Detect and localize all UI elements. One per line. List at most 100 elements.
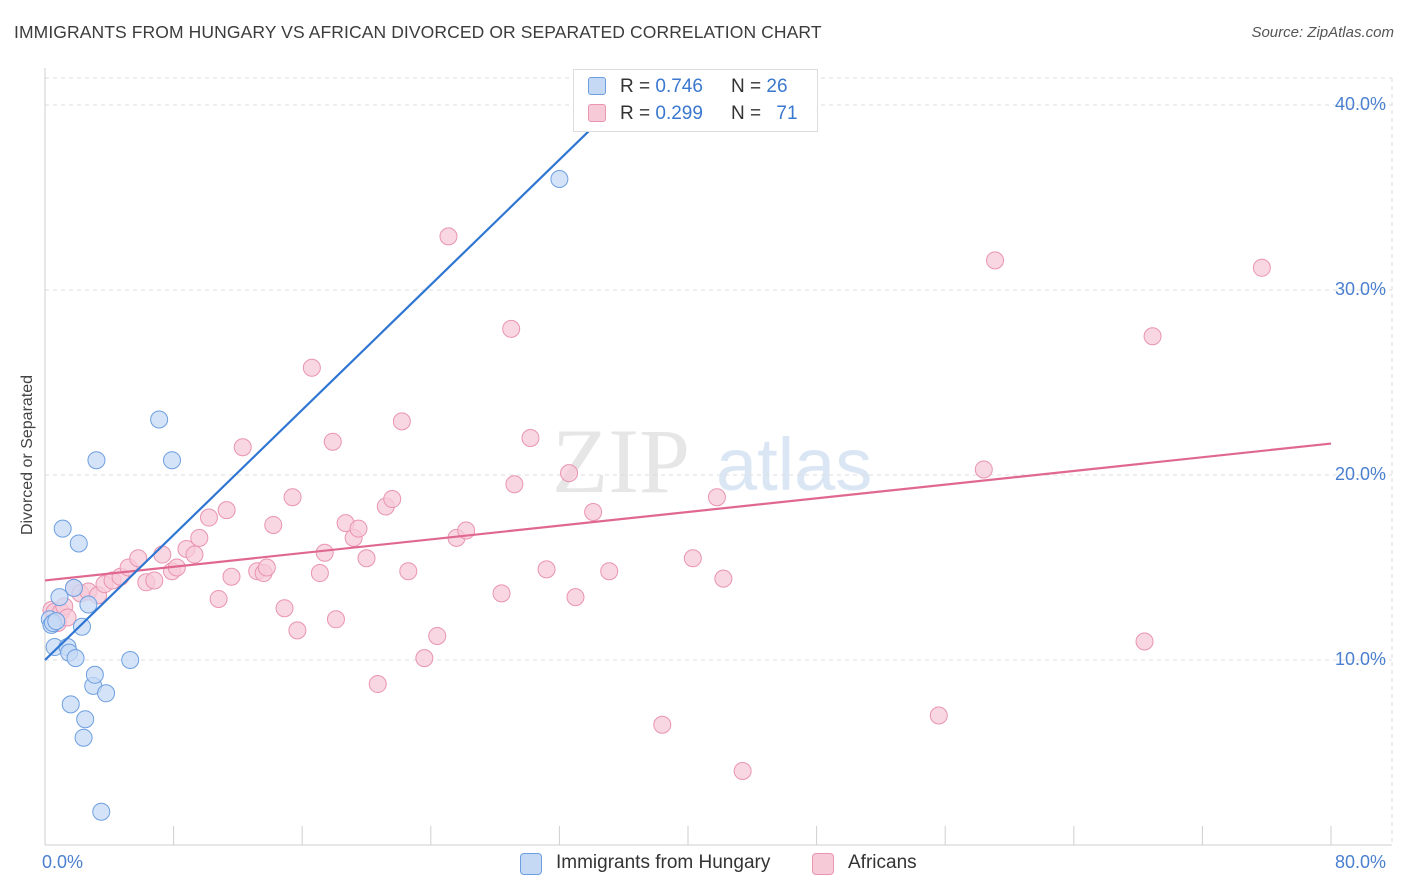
- legend-r-label-africans: R =: [620, 103, 651, 124]
- watermark-atlas: atlas: [716, 423, 872, 506]
- africans-point-59: [560, 464, 579, 483]
- africans-point-44: [368, 675, 387, 694]
- africans-point-47: [392, 412, 411, 431]
- africans-point-56: [505, 475, 524, 494]
- africans-point-71: [1135, 632, 1154, 651]
- africans-point-68: [929, 706, 948, 725]
- africans-trendline: [44, 442, 1332, 582]
- africans-point-22: [190, 528, 209, 547]
- africans-point-61: [584, 503, 603, 521]
- africans-point-65: [707, 488, 726, 507]
- africans-point-67: [733, 762, 752, 780]
- africans-point-16: [145, 571, 164, 590]
- source-label: Source: ZipAtlas.com: [1251, 24, 1394, 41]
- hungary-point-6: [53, 519, 72, 538]
- x-axis-min-label: 0.0%: [42, 852, 84, 872]
- x-axis-max-label: 80.0%: [1335, 852, 1387, 872]
- africans-point-57: [521, 429, 540, 447]
- africans-point-66: [714, 569, 733, 588]
- africans-point-51: [439, 227, 458, 246]
- legend-n-label-africans: N =: [731, 103, 762, 124]
- hungary-point-24: [162, 451, 181, 470]
- hungary-point-12: [69, 534, 88, 553]
- hungary-point-11: [66, 649, 85, 668]
- africans-point-54: [492, 584, 511, 603]
- africans-point-35: [302, 358, 321, 377]
- africans-point-31: [264, 515, 283, 534]
- y-tick-label-0: 10.0%: [1335, 649, 1387, 669]
- hungary-point-22: [121, 651, 140, 669]
- correlation-legend: R = 0.746 N = 26 R = 0.299 N = 71: [573, 69, 818, 132]
- africans-point-43: [357, 549, 376, 568]
- africans-point-25: [217, 501, 236, 520]
- hungary-point-5: [50, 588, 69, 607]
- africans-point-73: [1252, 258, 1271, 277]
- africans-point-33: [283, 488, 302, 507]
- legend-r-value-africans: 0.299: [655, 103, 703, 124]
- africans-point-69: [974, 460, 993, 479]
- africans-point-50: [428, 626, 447, 645]
- hungary-point-15: [76, 710, 95, 729]
- bottom-legend-swatch-hungary: [520, 853, 542, 875]
- africans-points: [42, 227, 1271, 780]
- africans-point-37: [315, 543, 334, 562]
- africans-point-55: [502, 319, 521, 338]
- africans-point-21: [185, 545, 204, 564]
- bottom-legend-label-africans: Africans: [848, 852, 917, 873]
- hungary-point-19: [87, 451, 106, 470]
- legend-n-label-hungary: N =: [731, 76, 762, 97]
- africans-point-34: [288, 621, 307, 640]
- axes: [44, 68, 1392, 846]
- legend-swatch-africans: [588, 104, 606, 122]
- chart-title: IMMIGRANTS FROM HUNGARY VS AFRICAN DIVOR…: [14, 22, 822, 42]
- hungary-point-13: [72, 617, 91, 636]
- hungary-point-21: [97, 684, 116, 703]
- hungary-point-9: [61, 695, 80, 714]
- hungary-trendline: [44, 104, 617, 661]
- y-tick-label-1: 20.0%: [1335, 464, 1387, 484]
- hungary-point-23: [150, 410, 169, 429]
- bottom-legend-swatch-africans: [812, 853, 834, 875]
- africans-point-63: [653, 715, 672, 734]
- africans-point-60: [566, 588, 585, 607]
- africans-point-42: [349, 519, 368, 538]
- africans-point-26: [222, 567, 241, 586]
- legend-n-value-africans: 71: [776, 103, 798, 124]
- trendlines: [44, 104, 1332, 661]
- africans-point-48: [399, 562, 418, 581]
- africans-point-36: [310, 564, 329, 583]
- legend-r-label-hungary: R =: [620, 76, 651, 97]
- africans-point-58: [537, 560, 556, 579]
- africans-point-17: [153, 545, 172, 564]
- y-tick-label-3: 40.0%: [1335, 94, 1387, 114]
- hungary-point-25: [550, 170, 569, 188]
- africans-point-24: [209, 589, 228, 608]
- bottom-legend-label-hungary: Immigrants from Hungary: [556, 852, 771, 873]
- africans-point-30: [257, 558, 276, 577]
- africans-point-39: [326, 610, 345, 629]
- africans-point-70: [986, 251, 1005, 270]
- africans-point-46: [383, 490, 402, 509]
- watermark-zip: ZIP: [552, 410, 690, 512]
- africans-point-64: [683, 549, 702, 568]
- legend-swatch-hungary: [588, 77, 606, 95]
- hungary-point-10: [64, 578, 83, 597]
- africans-point-32: [275, 599, 294, 618]
- africans-point-38: [323, 432, 342, 451]
- watermark: ZIP atlas: [552, 410, 872, 512]
- africans-point-14: [129, 549, 148, 568]
- y-tick-label-2: 30.0%: [1335, 279, 1387, 299]
- hungary-point-18: [85, 665, 104, 684]
- hungary-point-16: [79, 595, 98, 614]
- legend-r-value-hungary: 0.746: [655, 76, 703, 97]
- africans-point-62: [600, 562, 619, 581]
- legend-n-value-hungary: 26: [766, 76, 788, 97]
- hungary-point-4: [47, 612, 66, 631]
- hungary-point-20: [92, 802, 111, 821]
- hungary-point-14: [74, 728, 93, 747]
- africans-point-49: [415, 649, 434, 668]
- africans-point-23: [199, 508, 218, 527]
- africans-point-27: [233, 438, 252, 457]
- hungary-points: [40, 170, 569, 821]
